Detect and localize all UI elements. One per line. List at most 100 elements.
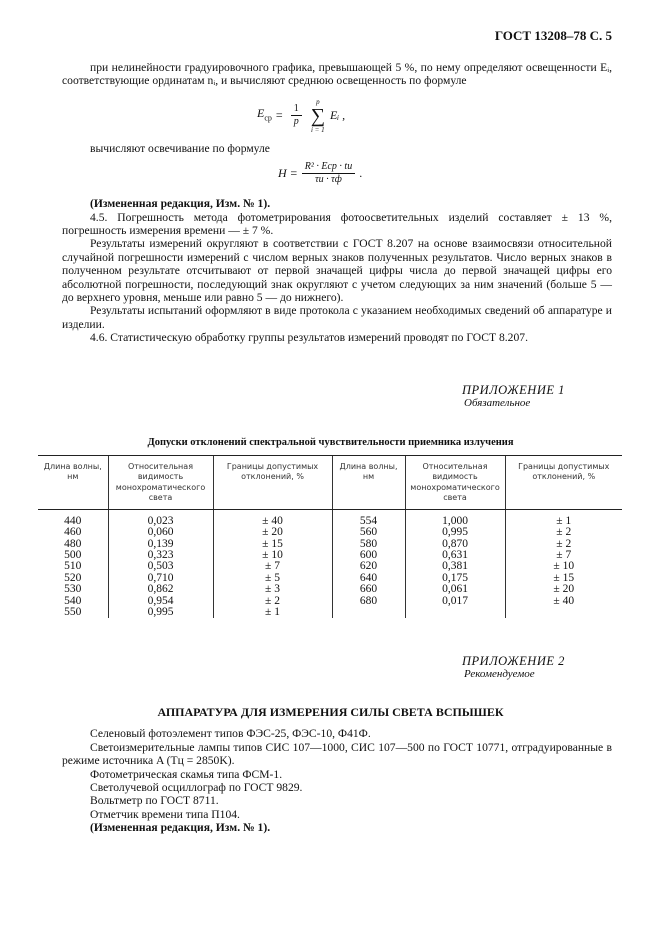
table-cell: 560 [331, 526, 405, 539]
table-cell: 600 [331, 549, 405, 562]
table-cell: 0,060 [107, 526, 213, 539]
table-cell: 0,061 [404, 583, 505, 596]
column-header: Длина волны, нм [38, 454, 108, 510]
table-cell: 0,870 [404, 538, 505, 550]
column-header: Относительная видимость монохроматическо… [107, 454, 213, 510]
table-row: 550 0,995 ± 1 [38, 605, 622, 619]
table-cell: 0,017 [404, 595, 505, 607]
equipment-item: Светоизмерительные лампы типов СИС 107—1… [62, 740, 612, 768]
table-cell: ± 10 [504, 560, 622, 573]
formula-equals: = [275, 108, 283, 123]
table-cell: 0,862 [107, 583, 213, 596]
table-cell: ± 5 [212, 572, 332, 585]
table-cell: ± 2 [504, 538, 622, 550]
table-cell: ± 2 [504, 526, 622, 539]
table-cell: 440 [64, 514, 82, 527]
column-header: Границы допустимых отклонений, % [212, 454, 332, 510]
paragraph: Результаты измерений округляют в соответ… [62, 237, 612, 305]
table-cell: 0,381 [404, 560, 505, 573]
formula-lhs: Eср [257, 106, 272, 123]
table-cell: 550 [64, 605, 82, 618]
table-row: 460 0,060 ± 20 560 0,995 ± 2 [38, 526, 622, 539]
formula-tail: . [359, 165, 363, 180]
table-cell: 0,954 [107, 595, 213, 607]
paragraph: при нелинейности градуировочного графика… [62, 61, 612, 88]
paragraph-4-5: 4.5. Погрешность метода фотометрирования… [62, 210, 612, 238]
formula-exposure: H = R² · Eср · tи τи · τф . [278, 157, 612, 189]
table-cell: ± 3 [212, 583, 332, 596]
formula-fraction: 1 p [290, 103, 302, 128]
table-row: 520 0,710 ± 5 640 0,175 ± 15 [38, 571, 622, 585]
equipment-item: Отметчик времени типа П104. [90, 807, 240, 821]
paragraph: вычисляют освечивание по формуле [90, 141, 270, 155]
table-cell: 0,995 [404, 526, 505, 539]
equipment-item: Светолучевой осциллограф по ГОСТ 9829. [90, 780, 303, 794]
table-cell: 660 [331, 583, 405, 596]
table-cell: 500 [64, 548, 82, 561]
table-cell: 480 [64, 537, 82, 550]
table-cell: ± 1 [212, 606, 332, 619]
formula-term: Eᵢ , [329, 108, 346, 123]
table-cell: 540 [64, 594, 82, 607]
table-cell [331, 606, 405, 619]
table-row: 510 0,503 ± 7 620 0,381 ± 10 [38, 560, 622, 573]
table-cell: ± 15 [504, 572, 622, 585]
equipment-item: Фотометрическая скамья типа ФСМ-1. [90, 767, 283, 781]
formula-fraction: R² · Eср · tи τи · τф [301, 161, 356, 186]
formula-sum: p ∑ i = 1 [310, 97, 325, 134]
table-cell: 0,631 [404, 549, 505, 562]
table-row: 500 0,323 ± 10 600 0,631 ± 7 [38, 548, 622, 562]
table-cell: ± 20 [212, 526, 332, 539]
amendment-note: (Измененная редакция, Изм. № 1). [90, 821, 271, 835]
table-cell: 0,503 [107, 560, 213, 573]
table-cell: 0,710 [107, 572, 213, 585]
table-cell: 640 [331, 572, 405, 585]
equipment-list: Селеновый фотоэлемент типов ФЭС-25, ФЭС-… [62, 727, 612, 834]
appendix-1-label: ПРИЛОЖЕНИЕ 1 Обязательное [462, 382, 565, 409]
paragraph: Результаты испытаний оформляют в виде пр… [62, 304, 612, 331]
table-cell: ± 1 [504, 509, 622, 528]
table-cell: ± 7 [212, 560, 332, 573]
appendix-2-label: ПРИЛОЖЕНИЕ 2 Рекомендуемое [462, 654, 565, 681]
table-caption: Допуски отклонений спектральной чувствит… [147, 436, 514, 448]
page-header: ГОСТ 13208–78 С. 5 [494, 28, 612, 43]
table-row: 540 0,954 ± 2 680 0,017 ± 40 [38, 594, 622, 607]
section-title: АППАРАТУРА ДЛЯ ИЗМЕРЕНИЯ СИЛЫ СВЕТА ВСПЫ… [157, 705, 504, 720]
table-cell [404, 606, 505, 619]
column-header: Границы допустимых отклонений, % [504, 454, 622, 510]
table-row: 530 0,862 ± 3 660 0,061 ± 20 [38, 583, 622, 596]
table-cell: 620 [331, 560, 405, 573]
equipment-item: Селеновый фотоэлемент типов ФЭС-25, ФЭС-… [90, 727, 371, 741]
table-cell: 510 [64, 560, 82, 573]
table-cell: ± 15 [212, 538, 332, 550]
table-cell: 460 [64, 526, 82, 539]
equipment-item: Вольтметр по ГОСТ 8711. [90, 794, 219, 808]
table-cell: 680 [331, 595, 405, 607]
table-cell: 0,323 [107, 549, 213, 562]
table-cell: 530 [64, 583, 82, 596]
table-cell: ± 7 [504, 549, 622, 562]
table-row: 480 0,139 ± 15 580 0,870 ± 2 [38, 537, 622, 550]
amendment-note: (Измененная редакция, Изм. № 1). [90, 197, 271, 211]
table-cell: ± 20 [504, 583, 622, 596]
table-cell: 0,139 [107, 538, 213, 550]
table-cell: 580 [331, 538, 405, 550]
table-cell: 1,000 [404, 509, 505, 528]
table-cell: ± 40 [212, 509, 332, 528]
column-header: Длина волны, нм [331, 454, 405, 510]
table-cell: ± 2 [212, 595, 332, 607]
table-cell: ± 40 [504, 595, 622, 607]
formula-mean-illuminance: Eср = 1 p p ∑ i = 1 Eᵢ , [257, 94, 612, 138]
column-header: Относительная видимость монохроматическо… [404, 454, 505, 510]
table-cell: 520 [64, 571, 82, 584]
table-cell [504, 606, 622, 619]
tolerance-table: Длина волны, нм Относительная видимость … [38, 454, 622, 619]
table-cell: 0,023 [107, 509, 213, 528]
table-cell: 0,995 [107, 606, 213, 619]
table-row: 440 0,023 ± 40 554 1,000 ± 1 [38, 509, 622, 528]
paragraph-4-6: 4.6. Статистическую обработку группы рез… [90, 331, 528, 345]
table-cell: 554 [331, 509, 405, 528]
formula-lhs: H = [278, 165, 298, 180]
table-cell: ± 10 [212, 549, 332, 562]
